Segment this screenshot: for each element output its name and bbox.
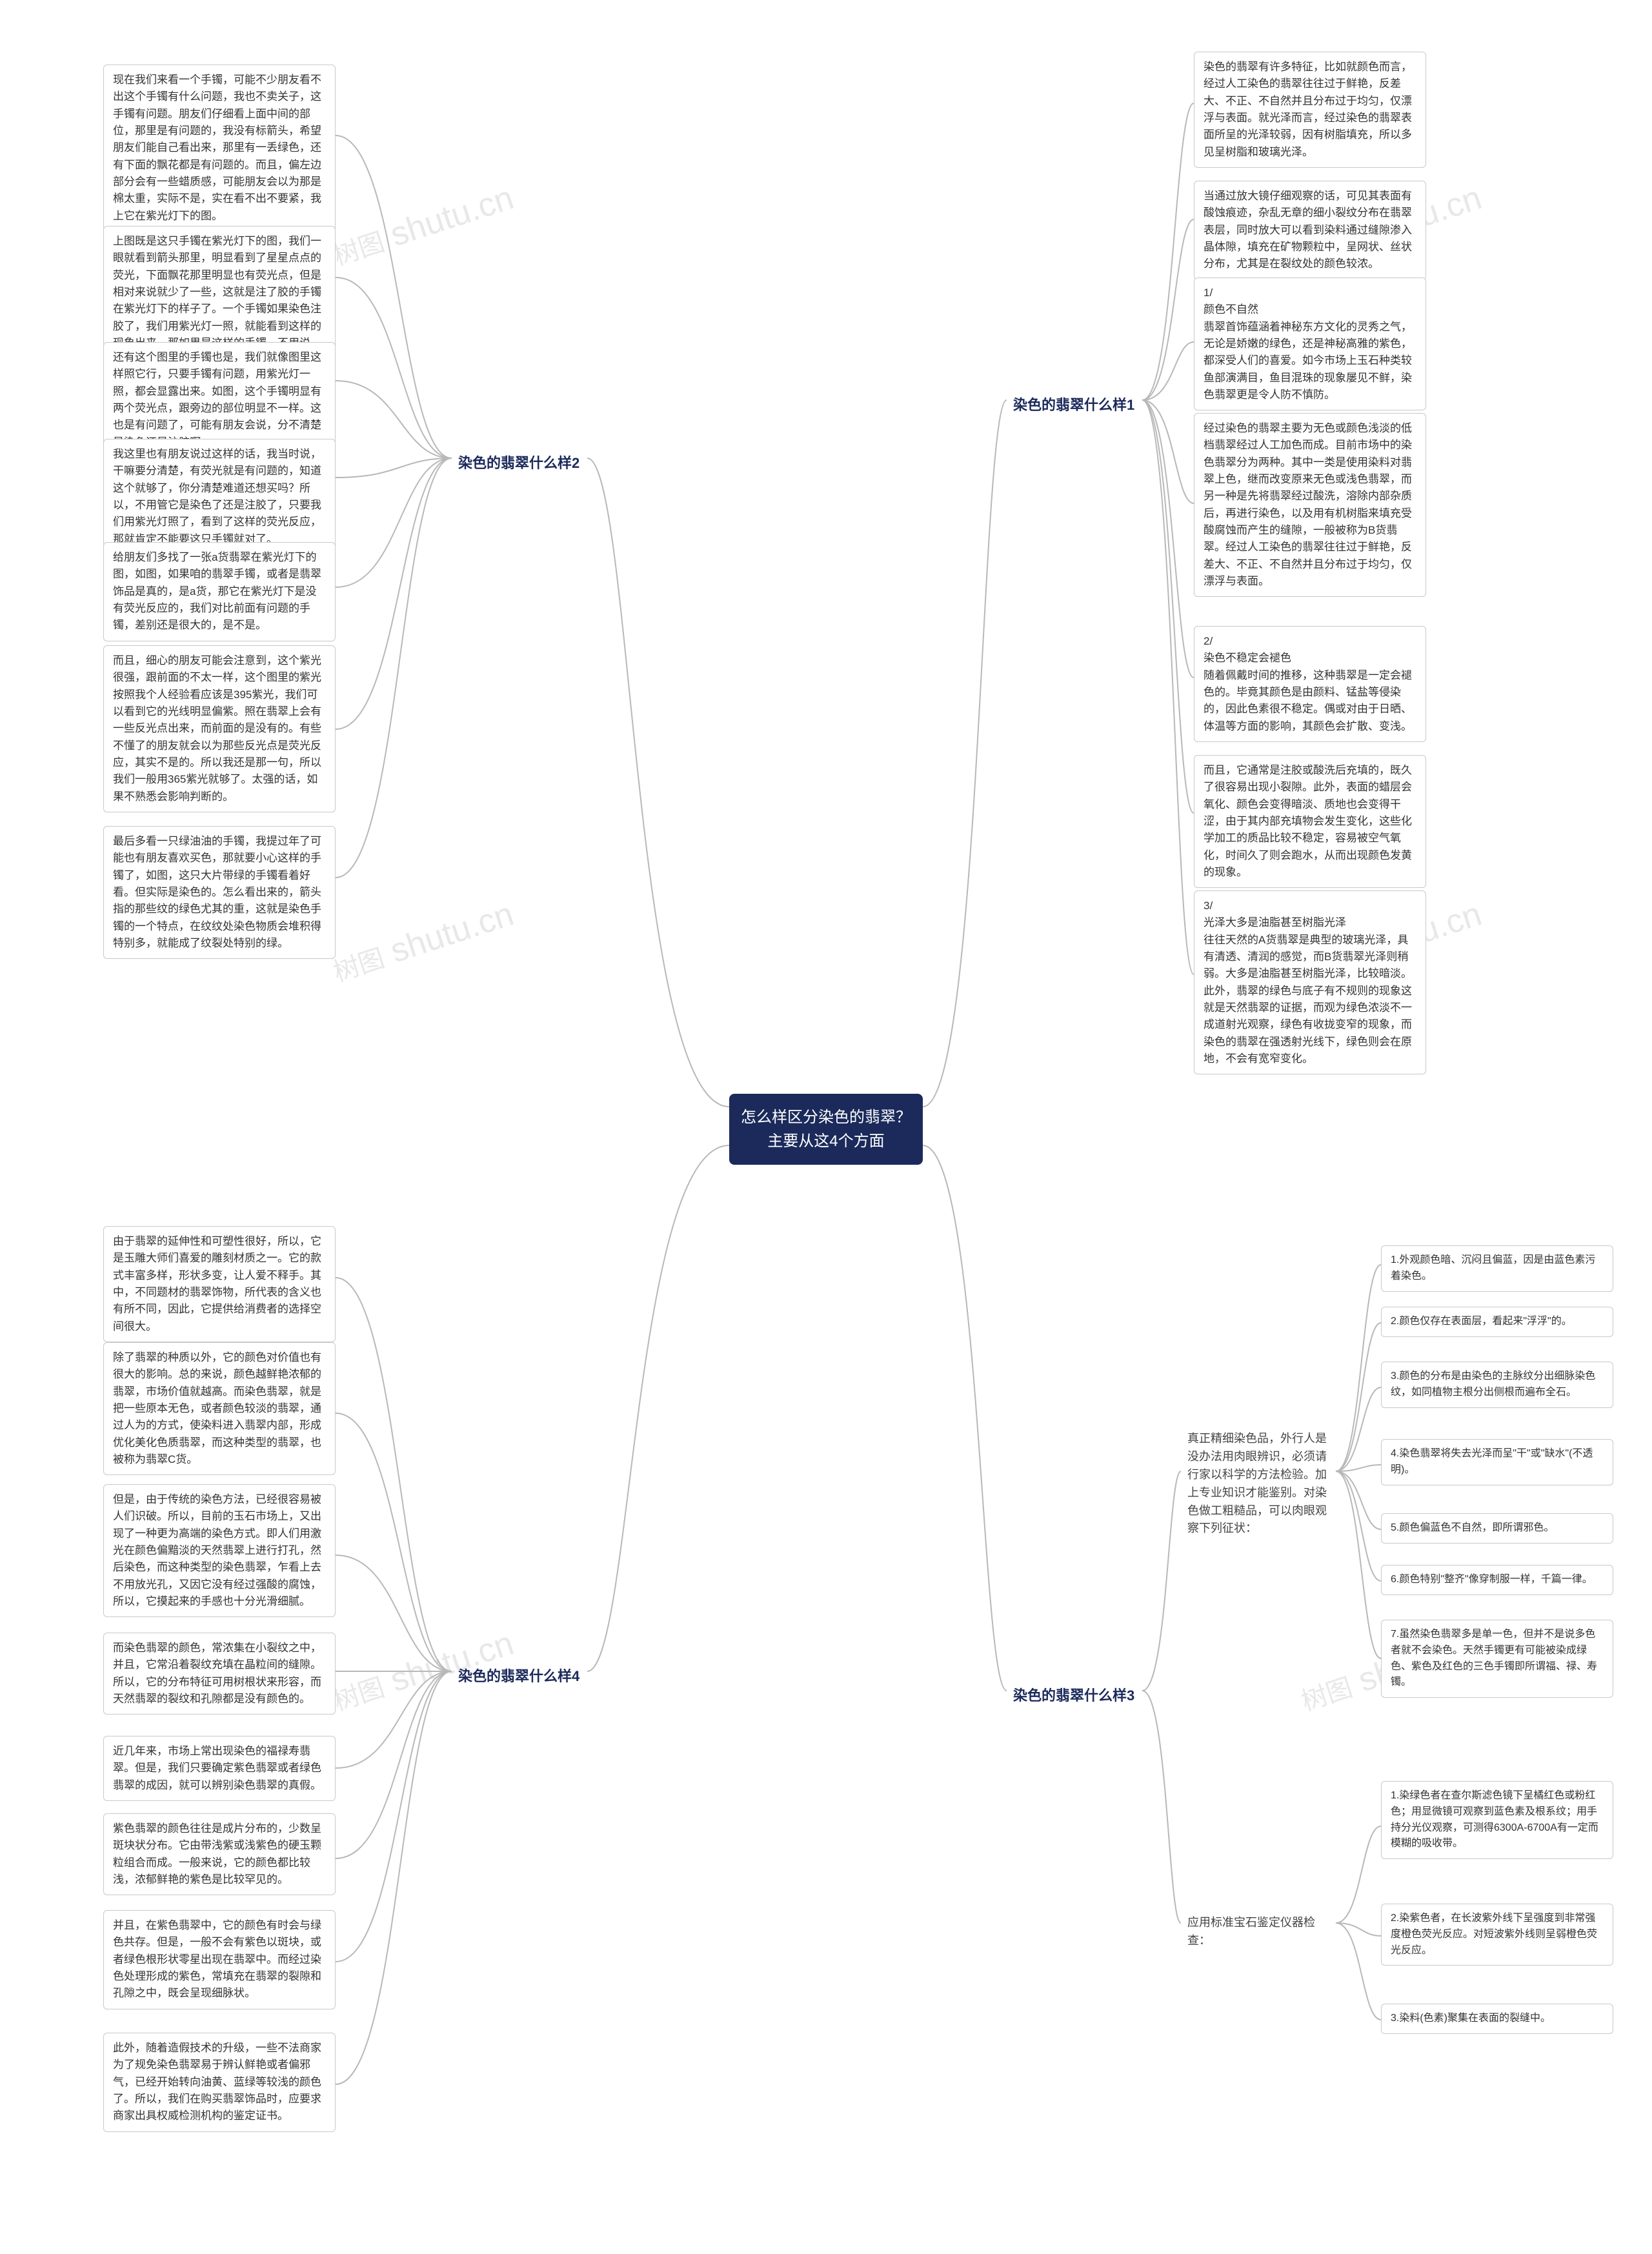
- watermark: 树图 shutu.cn: [328, 179, 518, 274]
- b1-leaf-2: 1/ 颜色不自然 翡翠首饰蕴涵着神秘东方文化的灵秀之气，无论是娇嫩的绿色，还是神…: [1194, 277, 1426, 410]
- b4-leaf-4: 近几年来，市场上常出现染色的福禄寿翡翠。但是，我们只要确定紫色翡翠或者绿色翡翠的…: [103, 1736, 336, 1801]
- b2-leaf-3: 我这里也有朋友说过这样的话，我当时说，干嘛要分清楚，有荧光就是有问题的，知道这个…: [103, 439, 336, 555]
- branch-b3-label: 染色的翡翠什么样3: [1013, 1687, 1134, 1704]
- b4-leaf-3: 而染色翡翠的颜色，常浓集在小裂纹之中，并且，它常沿着裂纹充填在晶粒间的缝隙。所以…: [103, 1633, 336, 1715]
- b4-leaf-1: 除了翡翠的种质以外，它的颜色对价值也有很大的影响。总的来说，颜色越鲜艳浓郁的翡翠…: [103, 1342, 336, 1475]
- b4-leaf-0: 由于翡翠的延伸性和可塑性很好，所以，它是玉雕大师们喜爱的雕刻材质之一。它的款式丰…: [103, 1226, 336, 1342]
- b3-s1-leaf-5: 6.颜色特别"整齐"像穿制服一样，千篇一律。: [1381, 1565, 1613, 1595]
- branch-b1-label: 染色的翡翠什么样1: [1013, 397, 1134, 413]
- b2-leaf-0: 现在我们来看一个手镯，可能不少朋友看不出这个手镯有什么问题，我也不卖关子，这手镯…: [103, 65, 336, 232]
- b4-leaf-7: 此外，随着造假技术的升级，一些不法商家为了规免染色翡翠易于辨认鲜艳或者偏邪气，已…: [103, 2033, 336, 2132]
- b1-leaf-0: 染色的翡翠有许多特征，比如就颜色而言，经过人工染色的翡翠往往过于鲜艳，反差大、不…: [1194, 52, 1426, 168]
- b3-s1-leaf-1: 2.颜色仅存在表面层，看起来"浮浮"的。: [1381, 1307, 1613, 1337]
- b2-leaf-6: 最后多看一只绿油油的手镯，我提过年了可能也有朋友喜欢买色，那就要小心这样的手镯了…: [103, 826, 336, 959]
- branch-b4: 染色的翡翠什么样4: [452, 1662, 586, 1691]
- root-title-line1: 怎么样区分染色的翡翠？: [740, 1105, 912, 1129]
- b3-s2-leaf-1: 2.染紫色者，在长波紫外线下呈强度到非常强度橙色荧光反应。对短波紫外线则呈弱橙色…: [1381, 1904, 1613, 1966]
- b1-leaf-6: 3/ 光泽大多是油脂甚至树脂光泽 往往天然的A货翡翠是典型的玻璃光泽，具有清透、…: [1194, 891, 1426, 1074]
- b1-leaf-3: 经过染色的翡翠主要为无色或颜色浅淡的低档翡翠经过人工加色而成。目前市场中的染色翡…: [1194, 413, 1426, 597]
- b3-s1-leaf-0: 1.外观颜色暗、沉闷且偏蓝，因是由蓝色素污着染色。: [1381, 1245, 1613, 1292]
- b3-s2-leaf-2: 3.染料(色素)聚集在表面的裂缝中。: [1381, 2004, 1613, 2034]
- b1-leaf-5: 而且，它通常是注胶或酸洗后充填的，既久了很容易出现小裂隙。此外，表面的蜡层会氧化…: [1194, 755, 1426, 888]
- b2-leaf-4: 给朋友们多找了一张a货翡翠在紫光灯下的图，如图，如果咱的翡翠手镯，或者是翡翠饰品…: [103, 542, 336, 641]
- b3-s2-leaf-0: 1.染绿色者在查尔斯滤色镜下呈橘红色或粉红色；用显微镜可观察到蓝色素及根系纹；用…: [1381, 1781, 1613, 1859]
- branch-b3: 染色的翡翠什么样3: [1007, 1681, 1141, 1711]
- b1-leaf-1: 当通过放大镜仔细观察的话，可见其表面有酸蚀痕迹，杂乱无章的细小裂纹分布在翡翠表层…: [1194, 181, 1426, 280]
- b3-sub2: 应用标准宝石鉴定仪器检查：: [1181, 1910, 1336, 1954]
- b4-leaf-6: 并且，在紫色翡翠中，它的颜色有时会与绿色共存。但是，一般不会有紫色以斑块，或者绿…: [103, 1910, 336, 2009]
- b3-sub1: 真正精细染色品，外行人是没办法用肉眼辨识，必须请行家以科学的方法检验。加上专业知…: [1181, 1426, 1336, 1542]
- root-node: 怎么样区分染色的翡翠？ 主要从这4个方面: [729, 1094, 923, 1165]
- watermark: 树图 shutu.cn: [328, 895, 518, 990]
- branch-b1: 染色的翡翠什么样1: [1007, 390, 1141, 420]
- b3-s1-leaf-4: 5.颜色偏蓝色不自然，即所谓邪色。: [1381, 1513, 1613, 1544]
- b1-leaf-4: 2/ 染色不稳定会褪色 随着佩戴时间的推移，这种翡翠是一定会褪色的。毕竟其颜色是…: [1194, 626, 1426, 742]
- b3-s1-leaf-6: 7.虽然染色翡翠多是单一色，但并不是说多色者就不会染色。天然手镯更有可能被染成绿…: [1381, 1620, 1613, 1698]
- root-title-line2: 主要从这4个方面: [740, 1129, 912, 1153]
- b4-leaf-2: 但是，由于传统的染色方法，已经很容易被人们识破。所以，目前的玉石市场上，又出现了…: [103, 1484, 336, 1617]
- b4-leaf-5: 紫色翡翠的颜色往往是成片分布的，少数呈斑块状分布。它由带浅紫或浅紫色的硬玉颗粒组…: [103, 1813, 336, 1895]
- b3-s1-leaf-2: 3.颜色的分布是由染色的主脉纹分出细脉染色纹，如同植物主根分出侧根而遍布全石。: [1381, 1362, 1613, 1408]
- b2-leaf-5: 而且，细心的朋友可能会注意到，这个紫光很强，跟前面的不太一样，这个图里的紫光按照…: [103, 645, 336, 812]
- branch-b2-label: 染色的翡翠什么样2: [458, 455, 579, 471]
- branch-b2: 染色的翡翠什么样2: [452, 448, 586, 478]
- b3-s1-leaf-3: 4.染色翡翠将失去光泽而呈"干"或"缺水"(不透明)。: [1381, 1439, 1613, 1485]
- branch-b4-label: 染色的翡翠什么样4: [458, 1668, 579, 1684]
